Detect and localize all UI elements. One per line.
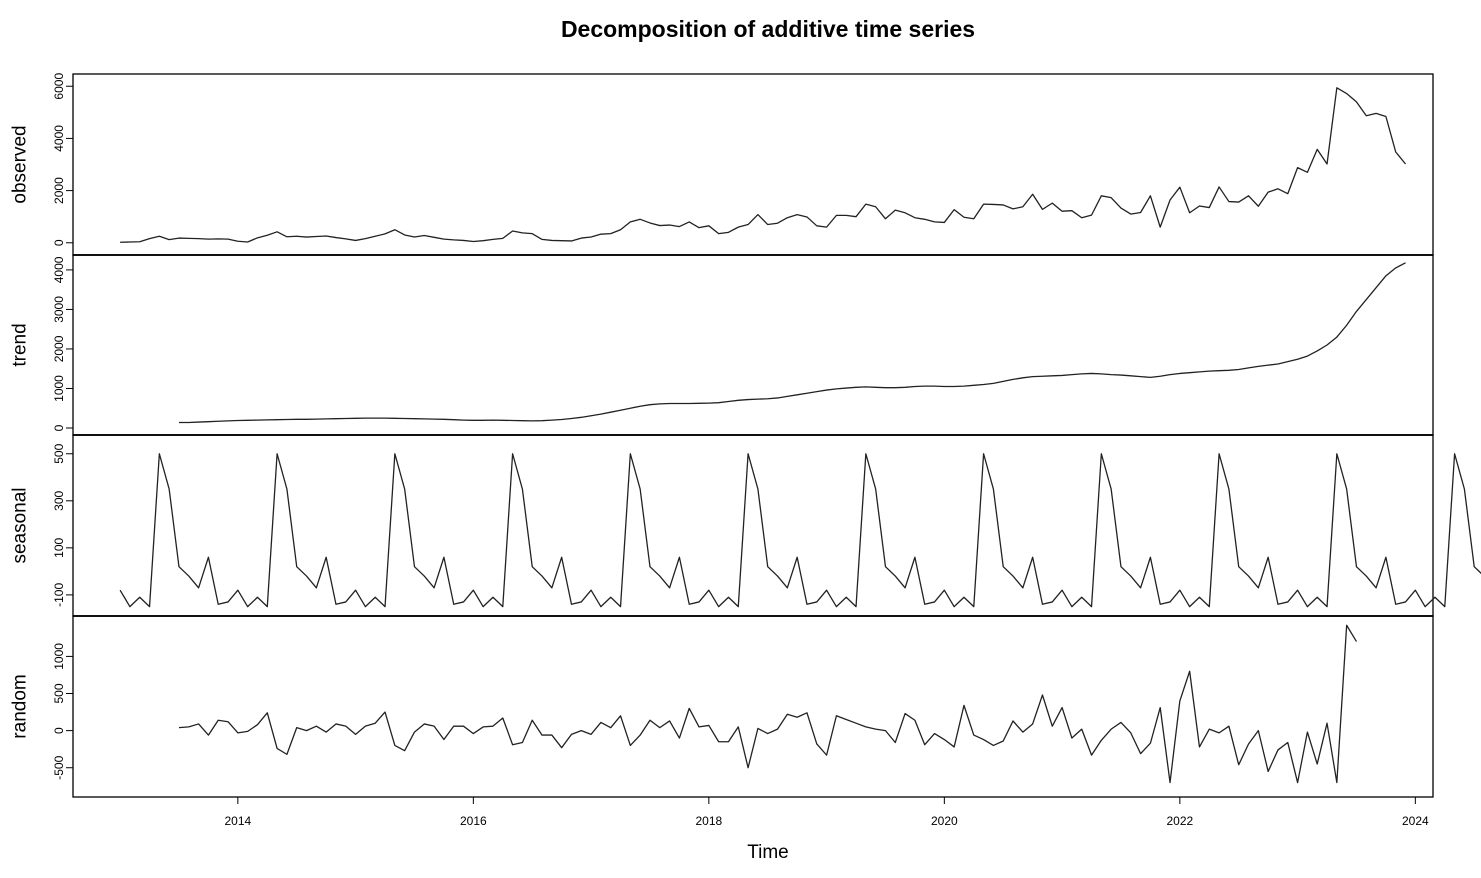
chart-title: Decomposition of additive time series (561, 16, 975, 42)
y-tick-label: 500 (52, 683, 66, 703)
y-tick-label: 1000 (52, 643, 66, 670)
y-tick-label: 2000 (52, 177, 66, 204)
y-tick-label: -100 (52, 583, 66, 607)
y-tick-label: 0 (52, 727, 66, 734)
series-line-observed (120, 87, 1407, 243)
x-tick-label: 2020 (931, 814, 958, 828)
x-tick-label: 2022 (1166, 814, 1193, 828)
panel-seasonal: -100 100 300 500 seasonal (10, 434, 1481, 617)
x-axis-label: Time (747, 842, 789, 863)
x-tick-label: 2018 (695, 814, 722, 828)
y-tick-label: 0 (52, 424, 66, 431)
panel-label-observed: observed (10, 125, 31, 203)
y-tick-label: 4000 (52, 125, 66, 152)
panel-frame (72, 254, 1434, 436)
series-line-random (178, 624, 1358, 784)
panel-trend: 0 1000 2000 3000 4000 trend (10, 254, 1434, 436)
y-tick-label: 0 (52, 239, 66, 246)
series-line-trend (178, 262, 1406, 424)
y-tick-label: 300 (52, 490, 66, 510)
y-tick-label: 2000 (52, 335, 66, 362)
panel-random: -500 0 500 1000 random (10, 615, 1434, 798)
panel-frame (72, 73, 1434, 256)
panels: 0200040006000observed01000200030004000tr… (10, 73, 1481, 798)
panel-observed: 0 2000 4000 6000 observed (10, 73, 1434, 256)
panel-label-trend: trend (10, 323, 31, 366)
x-tick-label: 2024 (1402, 814, 1429, 828)
y-tick-label: 1000 (52, 375, 66, 402)
y-tick-label: 6000 (52, 73, 66, 100)
y-tick-label: 100 (52, 538, 66, 558)
y-tick-label: 500 (52, 443, 66, 463)
x-tick-label: 2016 (460, 814, 487, 828)
series-line-seasonal (119, 453, 1481, 608)
panel-frame (72, 615, 1434, 798)
panel-label-random: random (10, 674, 31, 738)
panel-label-seasonal: seasonal (10, 487, 31, 563)
y-tick-label: 3000 (52, 296, 66, 323)
y-tick-label: 4000 (52, 256, 66, 283)
y-tick-label: -500 (52, 755, 66, 779)
x-tick-label: 2014 (224, 814, 251, 828)
x-axis: 2014 2016 2018 2020 2022 2024 (224, 796, 1429, 828)
